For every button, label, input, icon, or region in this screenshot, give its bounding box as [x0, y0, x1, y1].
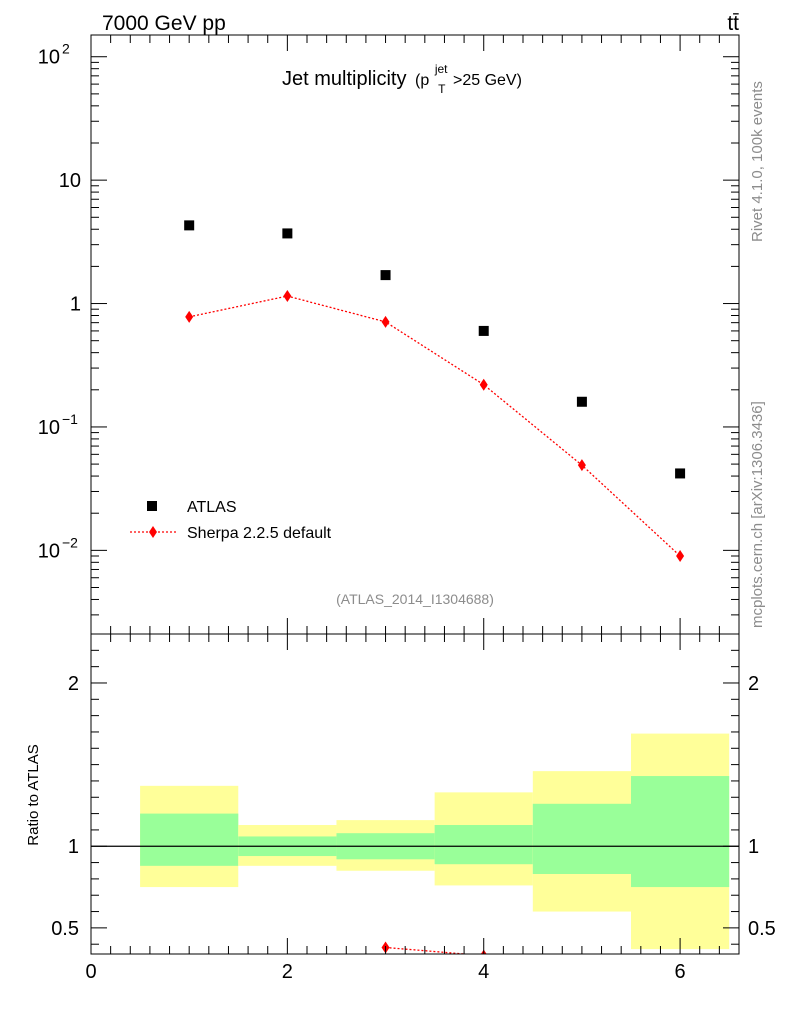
- ratio-y-tick-label-right: 2: [748, 673, 759, 695]
- sherpa-point: [479, 378, 488, 391]
- atlas-point: [184, 220, 195, 231]
- uncertainty-band-inner: [631, 776, 730, 888]
- ratio-y-tick-label-right: 0.5: [748, 918, 776, 940]
- sherpa-line: [189, 295, 681, 557]
- source-label: mcplots.cern.ch [arXiv:1306.3436]: [749, 401, 766, 628]
- ratio-y-axis-label: Ratio to ATLAS: [25, 744, 42, 845]
- x-tick-label: 6: [675, 961, 686, 983]
- chart-title-main: Jet multiplicity: [282, 68, 406, 90]
- atlas-point: [380, 270, 391, 281]
- uncertainty-band-inner: [434, 825, 533, 865]
- y-tick-label: 10: [59, 170, 81, 192]
- process-label: tt̄: [727, 12, 739, 35]
- ratio-tick-labels: 2 2 1 1 0.5 0.5 0 2 4 6: [51, 673, 776, 983]
- ratio-data-layer: [91, 733, 739, 954]
- sherpa-point: [283, 290, 292, 303]
- y-tick-label: 10: [38, 540, 60, 562]
- ratio-y-tick-label-right: 1: [748, 836, 759, 858]
- legend-marker-sherpa: [149, 526, 157, 538]
- legend-label-atlas: ATLAS: [187, 499, 237, 516]
- legend-label-sherpa: Sherpa 2.2.5 default: [187, 525, 332, 542]
- ratio-y-tick-label-left: 0.5: [51, 918, 79, 940]
- atlas-point: [576, 396, 587, 407]
- y-tick-label-exponent: −1: [62, 411, 78, 427]
- y-tick-label: 1: [70, 294, 81, 316]
- uncertainty-band-inner: [532, 803, 631, 874]
- ratio-frame: [90, 633, 740, 955]
- legend-marker-atlas: [147, 501, 157, 511]
- ratio-series-clip: [381, 941, 487, 954]
- ratio-y-tick-label-left: 2: [68, 673, 79, 695]
- atlas-point: [478, 325, 489, 336]
- sherpa-point: [381, 315, 390, 328]
- chart-title: Jet multiplicity (p jet T >25 GeV): [282, 56, 522, 98]
- chart-title-open: (p: [415, 72, 429, 89]
- y-tick-label-exponent: −2: [62, 534, 78, 550]
- chart-title-sup: jet: [434, 62, 448, 76]
- legend: ATLAS Sherpa 2.2.5 default: [130, 499, 332, 542]
- chart-title-rest: >25 GeV): [453, 72, 522, 89]
- y-tick-label-exponent: 2: [62, 41, 70, 57]
- ratio-sherpa-line: [385, 946, 472, 954]
- ratio-panel: 2 2 1 1 0.5 0.5 0 2 4 6 Ratio to ATLAS: [25, 633, 776, 983]
- energy-label: 7000 GeV pp: [102, 12, 226, 35]
- y-tick-label: 10: [38, 417, 60, 439]
- main-frame: [90, 34, 740, 635]
- chart-title-sub: T: [438, 82, 446, 96]
- ratio-y-tick-label-left: 1: [68, 836, 79, 858]
- ratio-tick-layer: [90, 633, 739, 954]
- atlas-point: [675, 468, 686, 479]
- sherpa-point: [577, 459, 586, 472]
- sherpa-point: [676, 550, 685, 563]
- main-data-layer: [184, 220, 686, 563]
- x-tick-label: 0: [85, 961, 96, 983]
- x-tick-label: 2: [282, 961, 293, 983]
- main-tick-layer: [90, 35, 739, 634]
- x-tick-label: 4: [478, 961, 489, 983]
- y-tick-label: 10: [38, 47, 60, 69]
- rivet-version-label: Rivet 4.1.0, 100k events: [749, 81, 766, 242]
- uncertainty-band-inner: [140, 813, 239, 866]
- analysis-label: (ATLAS_2014_I1304688): [336, 591, 494, 607]
- sherpa-point: [185, 310, 194, 323]
- atlas-point: [282, 228, 293, 239]
